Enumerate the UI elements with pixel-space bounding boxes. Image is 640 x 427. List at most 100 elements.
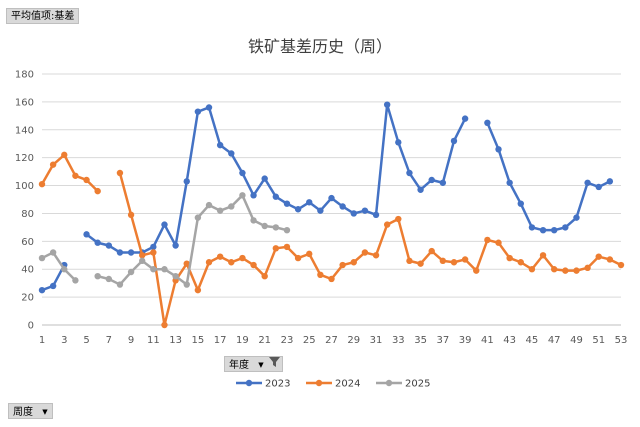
- data-point-2023: [539, 226, 547, 234]
- x-tick-label: 41: [481, 335, 494, 346]
- data-point-2024: [127, 211, 135, 219]
- y-tick-label: 180: [15, 70, 34, 81]
- x-tick-label: 1: [39, 335, 45, 346]
- data-point-2024: [495, 239, 502, 246]
- y-tick-label: 60: [21, 237, 34, 248]
- x-tick-label: 3: [61, 335, 67, 346]
- data-point-2023: [294, 206, 302, 213]
- data-point-2023: [606, 178, 614, 185]
- data-point-2023: [562, 224, 569, 231]
- values-field-button[interactable]: 平均值项:基差: [6, 8, 80, 24]
- data-point-2023: [328, 194, 335, 202]
- data-point-2023: [339, 203, 346, 210]
- data-point-2023: [150, 243, 157, 251]
- data-point-2023: [183, 178, 190, 185]
- data-point-2024: [473, 267, 480, 274]
- data-point-2023: [595, 183, 602, 191]
- legend-item-2024: 2024: [306, 379, 360, 390]
- legend-marker-2023: [245, 379, 253, 387]
- data-point-2024: [506, 254, 513, 262]
- chart-title: 铁矿基差历史（周）: [248, 37, 392, 56]
- data-point-2024: [606, 256, 614, 263]
- values-field-label: 平均值项:基差: [11, 11, 75, 22]
- data-point-2025: [239, 192, 246, 199]
- data-point-2024: [584, 264, 591, 272]
- data-point-2025: [116, 281, 124, 288]
- data-point-2024: [417, 260, 424, 267]
- data-point-2024: [328, 275, 335, 283]
- data-point-2025: [150, 266, 157, 273]
- data-point-2024: [216, 253, 224, 260]
- data-point-2024: [239, 254, 246, 262]
- x-tick-label: 25: [303, 335, 316, 346]
- legend: 2023 2024 2025: [236, 379, 430, 390]
- data-point-2024: [539, 252, 547, 259]
- x-tick-label: 37: [436, 335, 449, 346]
- data-point-2024: [562, 267, 569, 274]
- data-point-2025: [161, 266, 168, 273]
- year-filter-button[interactable]: 年度 ▼: [224, 356, 283, 372]
- x-tick-label: 51: [592, 335, 605, 346]
- data-point-2023: [406, 169, 413, 177]
- data-point-2024: [116, 169, 124, 177]
- data-point-2023: [161, 221, 168, 228]
- data-point-2023: [172, 242, 179, 249]
- data-point-2023: [205, 104, 213, 111]
- series-line-2023: [486, 122, 611, 232]
- data-point-2023: [283, 200, 291, 207]
- x-tick-label: 35: [414, 335, 427, 346]
- week-filter-button[interactable]: 周度 ▼: [8, 403, 53, 419]
- y-tick-label: 0: [28, 321, 34, 332]
- series-2023: [38, 101, 614, 294]
- series-2025: [38, 192, 291, 288]
- data-point-2024: [183, 260, 190, 267]
- data-point-2023: [528, 224, 536, 231]
- data-point-2025: [172, 272, 179, 280]
- data-point-2024: [528, 266, 536, 273]
- legend-label-2023: 2023: [265, 379, 290, 390]
- data-point-2024: [228, 259, 235, 266]
- data-point-2023: [584, 179, 591, 186]
- y-tick-label: 140: [15, 125, 34, 136]
- data-point-2024: [461, 256, 469, 263]
- data-point-2023: [428, 176, 435, 184]
- y-tick-label: 80: [21, 209, 34, 220]
- data-point-2023: [439, 179, 447, 186]
- data-point-2023: [550, 226, 558, 234]
- data-point-2023: [461, 115, 469, 122]
- data-point-2024: [484, 236, 491, 244]
- data-point-2024: [261, 272, 268, 280]
- data-point-2024: [150, 249, 157, 256]
- data-point-2024: [350, 259, 357, 266]
- legend-marker-2024: [315, 379, 323, 387]
- x-tick-label: 45: [526, 335, 539, 346]
- data-point-2024: [205, 259, 213, 266]
- data-point-2023: [517, 200, 524, 207]
- y-tick-label: 100: [15, 181, 34, 192]
- dropdown-arrow-icon: ▼: [42, 408, 48, 416]
- y-tick-label: 20: [21, 293, 34, 304]
- data-point-2025: [216, 207, 224, 214]
- data-point-2025: [105, 275, 113, 283]
- data-point-2023: [450, 137, 458, 145]
- data-point-2025: [183, 281, 190, 288]
- x-tick-label: 5: [83, 335, 89, 346]
- data-point-2024: [428, 247, 435, 255]
- x-tick-label: 47: [548, 335, 561, 346]
- data-point-2024: [61, 151, 68, 159]
- data-point-2023: [272, 193, 280, 200]
- legend-label-2024: 2024: [335, 379, 360, 390]
- data-point-2024: [194, 286, 202, 294]
- data-point-2023: [484, 119, 491, 127]
- data-point-2025: [38, 254, 46, 262]
- series-2024: [38, 151, 625, 329]
- data-point-2023: [372, 211, 380, 219]
- data-point-2023: [94, 239, 101, 246]
- data-point-2024: [383, 221, 391, 228]
- data-point-2024: [94, 187, 101, 195]
- data-point-2024: [294, 254, 302, 262]
- data-point-2024: [83, 176, 90, 184]
- data-point-2025: [139, 257, 146, 265]
- x-tick-label: 53: [615, 335, 628, 346]
- x-tick-label: 29: [347, 335, 360, 346]
